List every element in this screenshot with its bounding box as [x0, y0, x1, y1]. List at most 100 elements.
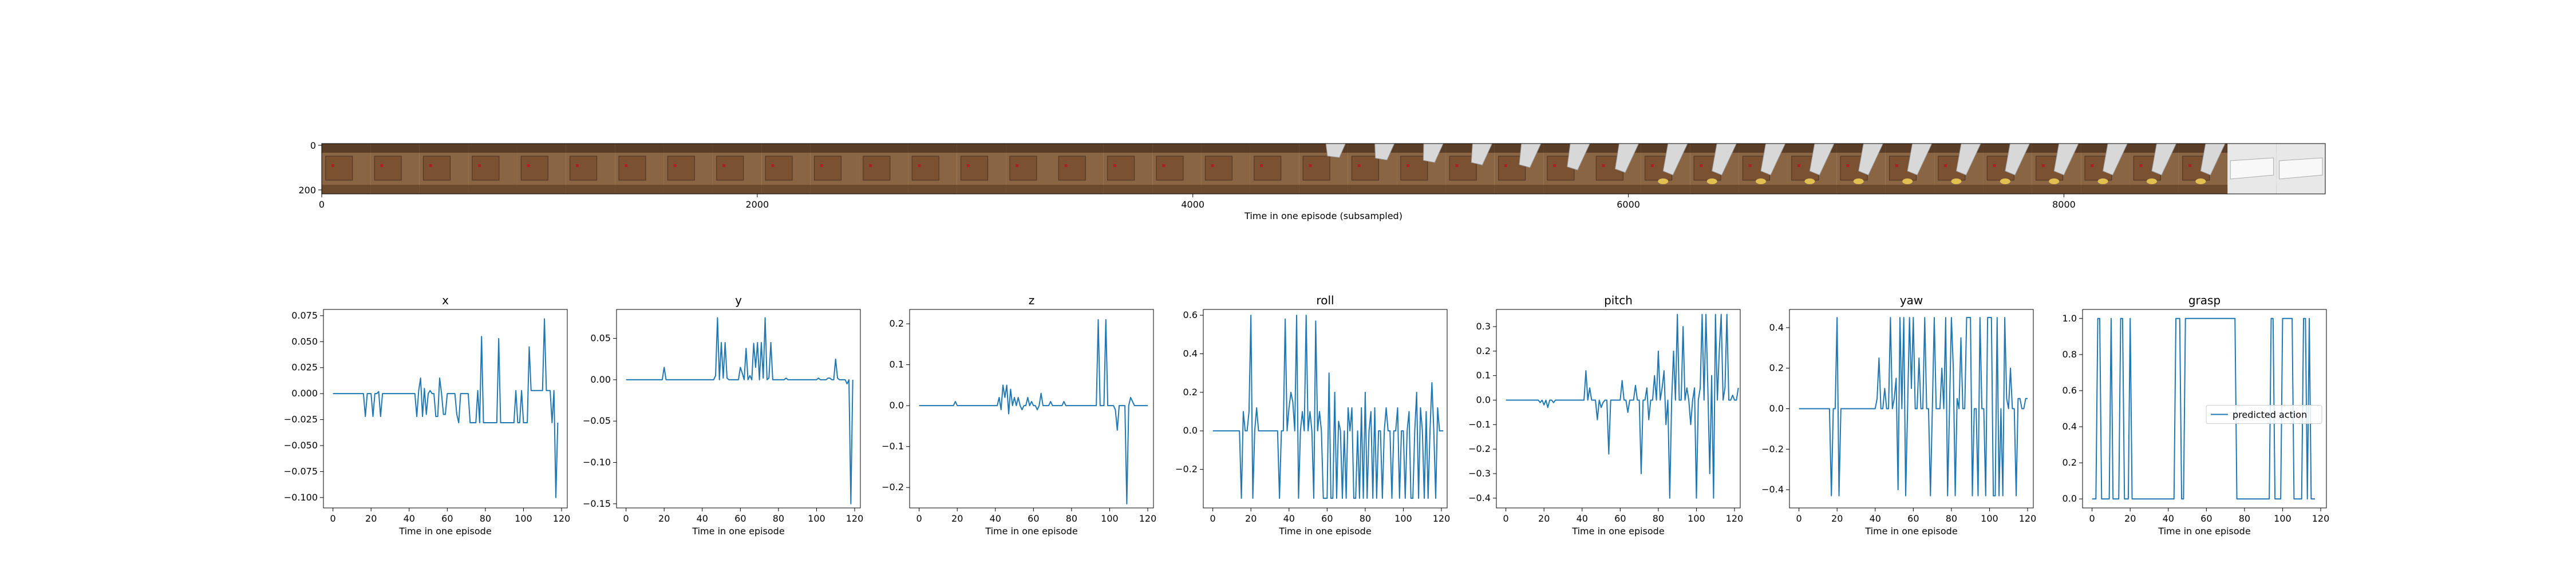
- plot-frame: [1496, 309, 1741, 509]
- frame-tray: [1107, 156, 1135, 181]
- frame-tray: [1352, 156, 1379, 181]
- x-tick-label: 100: [1981, 513, 1998, 524]
- grasped-object: [1951, 178, 1962, 184]
- frame-tray: [1156, 156, 1184, 181]
- filmstrip-frame: [1836, 143, 1886, 194]
- series-line: [2092, 317, 2316, 500]
- series-line: [1799, 317, 2028, 496]
- frame-marker: [380, 164, 384, 167]
- filmstrip-frame: [957, 144, 1006, 194]
- frame-wall: [615, 144, 664, 153]
- x-tick-label: 100: [1688, 513, 1705, 524]
- y-tick-label: 0.0: [2063, 493, 2077, 504]
- frame-tray: [472, 156, 500, 181]
- frame-wall: [370, 144, 420, 153]
- frame-wall: [1201, 144, 1250, 153]
- legend-box: [2206, 405, 2322, 424]
- x-tick-label: 20: [1245, 513, 1257, 524]
- frame-tray: [325, 156, 353, 181]
- series-line: [333, 318, 559, 498]
- frame-marker: [1211, 164, 1214, 167]
- filmstrip-frame: [663, 144, 713, 194]
- x-tick-label: 20: [1538, 513, 1550, 524]
- x-tick-label: 60: [441, 513, 453, 524]
- frame-tray: [1204, 156, 1232, 181]
- subplot-title: roll: [1316, 293, 1334, 307]
- y-tick-label: 0.050: [291, 336, 318, 347]
- frame-floor: [2129, 185, 2179, 194]
- x-tick-label: 40: [1283, 513, 1295, 524]
- x-tick-label: 20: [1831, 513, 1843, 524]
- y-tick-label: 0.1: [890, 359, 904, 370]
- plot-frame: [616, 309, 861, 509]
- filmstrip-xtick-label: 6000: [1617, 199, 1640, 210]
- frame-marker: [1602, 164, 1605, 167]
- y-tick-label: 0.05: [590, 333, 611, 344]
- frame-marker: [1162, 164, 1165, 167]
- frame-floor: [1934, 185, 1984, 194]
- filmstrip-frame: [370, 144, 420, 194]
- series-line: [1506, 313, 1739, 499]
- x-axis-label: Time in one episode: [692, 526, 784, 537]
- frame-marker: [1016, 164, 1019, 167]
- y-tick-label: 0.0: [1769, 403, 1784, 414]
- x-tick-label: 120: [1139, 513, 1157, 524]
- frame-marker: [1064, 164, 1068, 167]
- frame-floor: [1885, 185, 1935, 194]
- frame-marker: [869, 164, 872, 167]
- frame-floor: [2032, 185, 2081, 194]
- filmstrip-frames: [322, 143, 2325, 194]
- y-tick-label: −0.10: [583, 456, 611, 467]
- grasped-object: [2000, 178, 2010, 184]
- gripper-closeup: [2230, 157, 2274, 180]
- subplot-title: x: [442, 293, 449, 307]
- gripper-closeup: [2279, 157, 2323, 180]
- frame-marker: [673, 164, 677, 167]
- x-axis-label: Time in one episode: [985, 526, 1077, 537]
- x-tick-label: 40: [1577, 513, 1588, 524]
- filmstrip-x-ticks: 0 2000 4000 6000 8000: [319, 194, 2076, 210]
- frame-floor: [322, 185, 371, 194]
- y-tick-label: 0.2: [1769, 363, 1784, 374]
- plot-frame: [1203, 309, 1448, 509]
- x-tick-label: 80: [1653, 513, 1664, 524]
- frame-floor: [1299, 185, 1348, 194]
- y-tick-label: −0.075: [284, 466, 318, 476]
- frame-floor: [957, 185, 1006, 194]
- subplot-title: y: [735, 293, 742, 307]
- frame-wall: [810, 144, 860, 153]
- frame-floor: [1054, 185, 1104, 194]
- frame-floor: [370, 185, 420, 194]
- filmstrip-border: [321, 143, 2326, 194]
- x-tick-label: 0: [916, 513, 922, 524]
- grasped-object: [1658, 178, 1669, 184]
- filmstrip-xlabel: Time in one episode (subsampled): [1244, 210, 1402, 221]
- frame-wall: [419, 144, 469, 153]
- frame-marker: [771, 164, 775, 167]
- x-tick-label: 20: [2124, 513, 2136, 524]
- y-tick-label: 1.0: [2063, 313, 2077, 324]
- filmstrip-frame: [1445, 143, 1495, 194]
- frame-marker: [331, 164, 335, 167]
- frame-marker: [966, 164, 970, 167]
- frame-marker: [1357, 164, 1361, 167]
- frame-marker: [1553, 164, 1556, 167]
- frame-wall: [663, 144, 713, 153]
- x-tick-label: 0: [2089, 513, 2095, 524]
- series-line: [919, 319, 1148, 505]
- x-tick-label: 120: [846, 513, 864, 524]
- legend: predicted action: [2206, 405, 2322, 424]
- filmstrip-frame: [322, 144, 371, 194]
- filmstrip-ytick-label: 200: [298, 185, 316, 196]
- filmstrip-frame: [1983, 143, 2032, 194]
- frame-marker: [1748, 164, 1752, 167]
- subplot-title: z: [1029, 293, 1035, 307]
- y-tick-label: 0.2: [2063, 457, 2077, 468]
- x-tick-label: 20: [365, 513, 377, 524]
- frame-tray: [961, 156, 989, 181]
- x-tick-label: 60: [1907, 513, 1919, 524]
- frame-marker: [2188, 164, 2191, 167]
- frame-marker: [1993, 164, 1996, 167]
- frame-floor: [859, 185, 908, 194]
- y-tick-label: −0.15: [583, 498, 611, 509]
